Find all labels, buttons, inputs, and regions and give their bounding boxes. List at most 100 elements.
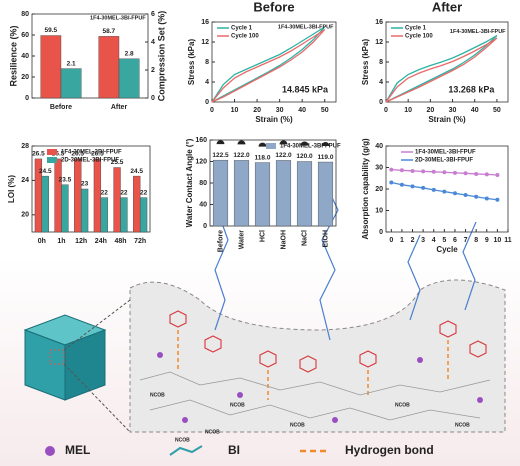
bar	[100, 197, 108, 233]
x-tick-label: 30	[449, 107, 457, 114]
bar	[233, 160, 250, 227]
x-tick-label: 48h	[114, 238, 126, 245]
x-tick-label: 40	[298, 107, 306, 114]
bar	[254, 162, 271, 227]
y-tick-label: 10	[375, 207, 383, 214]
annotation: 1F4-30MEL-3BI-FPUF	[278, 24, 334, 30]
bar	[118, 58, 140, 99]
y-tick-label: 0	[203, 223, 207, 230]
marker	[495, 173, 500, 178]
value-label: 122.5	[212, 152, 229, 159]
x-axis-label: Strain (%)	[255, 115, 293, 124]
y2-tick-label: 2	[151, 67, 155, 74]
y-axis-label: Stress (kPa)	[187, 39, 196, 86]
legend-label: Cycle 1	[405, 26, 427, 32]
marker	[389, 180, 394, 185]
value-label: 22	[140, 189, 148, 196]
ncob-label: NCOB	[290, 422, 305, 428]
y-axis-label: Absorption capability (g/g)	[361, 138, 370, 240]
y-axis-label: Resilience (%)	[8, 25, 18, 86]
y-tick-label: 80	[21, 11, 29, 18]
y-tick-label: 0	[25, 95, 29, 102]
y-tick-label: 40	[375, 143, 383, 150]
x-tick-label: 4	[432, 237, 436, 244]
legend-hbond: Hydrogen bond	[345, 443, 434, 457]
y-tick-label: 4	[379, 79, 383, 86]
x-tick-label: 72h	[134, 238, 146, 245]
value-label: 26.5	[32, 151, 45, 158]
series-line	[385, 34, 498, 103]
droplet-icon	[216, 140, 225, 145]
droplet-icon	[279, 140, 288, 145]
legend-mel: MEL	[65, 443, 90, 457]
value-label: 59.5	[45, 27, 58, 34]
legend-label: Cycle 100	[231, 34, 259, 40]
x-tick-label: 0	[210, 107, 214, 114]
bi-icon	[169, 445, 203, 456]
x-tick-label: 5	[442, 237, 446, 244]
chart-title: After	[432, 0, 462, 14]
value-label: 58.7	[103, 28, 116, 35]
bar	[98, 36, 120, 99]
bar	[133, 175, 141, 233]
droplet-icon	[258, 142, 267, 147]
value-label: 24.5	[39, 168, 52, 175]
y-tick-label: 8	[379, 59, 383, 66]
marker	[421, 169, 426, 174]
legend-label: 2D-30MEL-3BI-FPUF	[61, 158, 119, 164]
plot-frame	[31, 145, 151, 233]
x-tick-label: 7	[464, 237, 468, 244]
foam-cube	[23, 299, 131, 433]
value-label: 24.5	[130, 168, 143, 175]
x-tick-label: 1	[400, 237, 404, 244]
marker	[484, 172, 489, 177]
value-label: 23.5	[59, 176, 72, 183]
marker	[452, 170, 457, 175]
y-tick-label: 16	[375, 19, 383, 26]
x-tick-label: 8	[474, 237, 478, 244]
droplet-icon	[300, 141, 309, 146]
x-tick-label: 3	[421, 237, 425, 244]
rings	[169, 310, 487, 373]
value-label: 122.0	[275, 152, 292, 159]
bar	[61, 184, 69, 233]
bar	[120, 197, 128, 233]
marker	[495, 197, 500, 202]
x-tick-label: 0	[389, 237, 393, 244]
x-tick-label: 40	[471, 107, 479, 114]
annotation: 14.845 kPa	[282, 84, 329, 94]
marker	[421, 185, 426, 190]
x-tick-label: Before	[217, 230, 224, 252]
x-tick-label: 1h	[57, 238, 65, 245]
series-line	[211, 28, 326, 103]
bar	[113, 167, 121, 233]
marker	[463, 193, 468, 198]
value-label: 118.0	[255, 154, 271, 161]
y-tick-label: 0	[205, 99, 209, 106]
marker	[410, 184, 415, 189]
y2-tick-label: 0	[151, 95, 155, 102]
x-tick-label: 10	[231, 107, 239, 114]
bar	[41, 175, 49, 233]
x-tick-label: 6	[453, 237, 457, 244]
ncob-label: NCOB	[455, 422, 470, 428]
y-tick-label: 80	[199, 180, 207, 187]
legend-bi: BI	[228, 443, 240, 457]
marker	[452, 191, 457, 196]
ncob-label: NCOB	[175, 437, 190, 443]
value-label: 22	[101, 189, 109, 196]
series-line	[385, 37, 498, 103]
value-label: 26.5	[71, 151, 84, 158]
bar	[212, 159, 229, 227]
marker	[389, 167, 394, 172]
marker	[474, 171, 479, 176]
y-tick-label: 12	[201, 39, 209, 46]
value-label: 2.8	[125, 51, 134, 58]
bar	[139, 197, 148, 233]
y-tick-label: 24	[21, 177, 29, 184]
y-tick-label: 160	[195, 137, 207, 144]
bar	[93, 158, 102, 233]
bar	[317, 161, 334, 227]
value-label: 25.5	[111, 159, 124, 166]
